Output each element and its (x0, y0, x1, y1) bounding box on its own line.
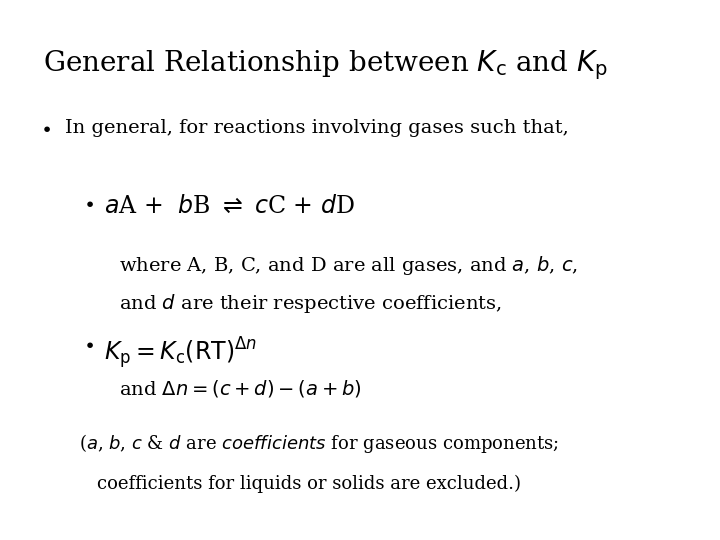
Text: $a$A +  $b$B $\rightleftharpoons$ $c$C + $d$D: $a$A + $b$B $\rightleftharpoons$ $c$C + … (104, 194, 355, 218)
Text: $\bullet$: $\bullet$ (83, 194, 94, 212)
Text: and $d$ are their respective coefficients,: and $d$ are their respective coefficient… (119, 292, 502, 315)
Text: and $\Delta n = (c + d) - (a + b)$: and $\Delta n = (c + d) - (a + b)$ (119, 378, 361, 399)
Text: ($a$, $b$, $c$ & $d$ are $\mathit{coefficients}$ for gaseous components;: ($a$, $b$, $c$ & $d$ are $\mathit{coeffi… (79, 432, 559, 455)
Text: In general, for reactions involving gases such that,: In general, for reactions involving gase… (65, 119, 569, 137)
Text: where A, B, C, and D are all gases, and $a$, $b$, $c$,: where A, B, C, and D are all gases, and … (119, 254, 578, 277)
Text: coefficients for liquids or solids are excluded.): coefficients for liquids or solids are e… (97, 475, 521, 494)
Text: $\bullet$: $\bullet$ (83, 335, 94, 353)
Text: $\bullet$: $\bullet$ (40, 119, 50, 137)
Text: $K_{\mathrm{p}} = K_{\mathrm{c}}(\mathrm{RT})^{\Delta n}$: $K_{\mathrm{p}} = K_{\mathrm{c}}(\mathrm… (104, 335, 258, 370)
Text: General Relationship between $K_{\mathrm{c}}$ and $K_{\mathrm{p}}$: General Relationship between $K_{\mathrm… (43, 49, 608, 82)
